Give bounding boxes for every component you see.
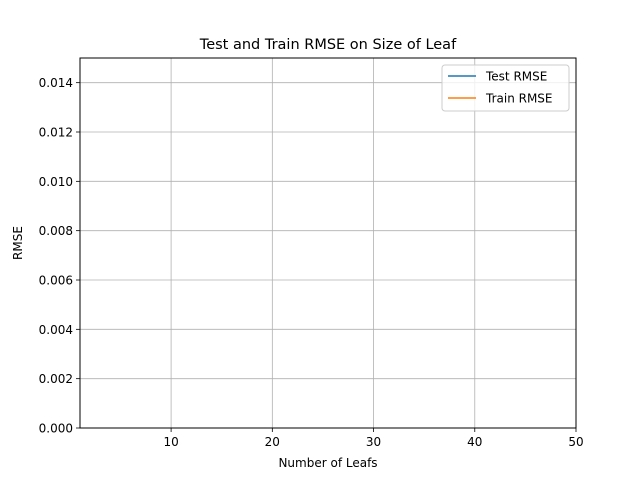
y-axis-label: RMSE bbox=[11, 226, 25, 260]
y-tick-label: 0.014 bbox=[39, 76, 73, 90]
y-tick-label: 0.008 bbox=[39, 224, 73, 238]
plot-area bbox=[80, 58, 576, 428]
y-tick-label: 0.002 bbox=[39, 372, 73, 386]
y-tick-label: 0.006 bbox=[39, 274, 73, 288]
y-axis-ticks: 0.000 0.002 0.004 0.006 0.008 0.010 0.012 0.014 bbox=[39, 76, 80, 436]
legend-label: Train RMSE bbox=[485, 92, 553, 106]
x-tick-label: 30 bbox=[366, 435, 381, 449]
x-tick-label: 50 bbox=[568, 435, 583, 449]
chart-title: Test and Train RMSE on Size of Leaf bbox=[199, 37, 457, 53]
legend-label: Test RMSE bbox=[485, 70, 547, 84]
y-tick-label: 0.004 bbox=[39, 323, 73, 337]
legend: Test RMSE Train RMSE bbox=[441, 64, 570, 112]
x-axis-ticks: 10 20 30 40 50 bbox=[163, 428, 584, 449]
x-tick-label: 40 bbox=[467, 435, 482, 449]
x-tick-label: 10 bbox=[163, 435, 178, 449]
plot-frame bbox=[79, 57, 577, 429]
y-tick-label: 0.010 bbox=[39, 175, 73, 189]
x-axis-label: Number of Leafs bbox=[278, 456, 377, 470]
y-tick-label: 0.000 bbox=[39, 422, 73, 436]
x-tick-label: 20 bbox=[265, 435, 280, 449]
grid-lines bbox=[80, 58, 577, 429]
y-tick-label: 0.012 bbox=[39, 126, 73, 140]
